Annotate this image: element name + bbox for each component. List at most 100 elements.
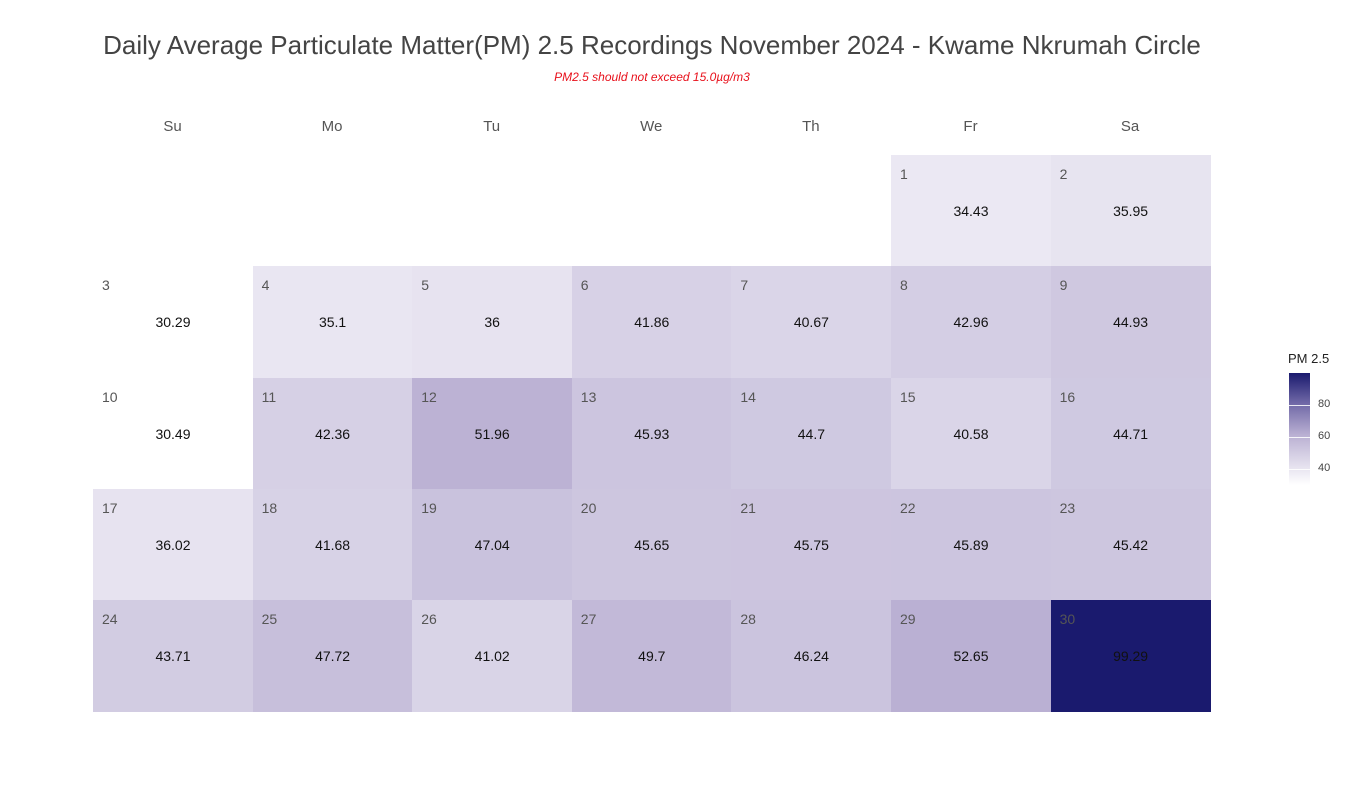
day-cell: 1 34.43	[891, 155, 1051, 267]
pm25-value-label: 45.89	[953, 536, 989, 553]
day-cell: 5 36	[412, 266, 573, 379]
weekday-label: We	[640, 118, 663, 135]
pm25-value-label: 44.71	[1113, 425, 1149, 442]
day-cell: 28 46.24	[731, 600, 892, 713]
day-cell: 29 52.65	[891, 600, 1051, 713]
day-number: 19	[421, 499, 437, 516]
pm25-value-label: 30.29	[155, 314, 191, 331]
pm25-value-label: 40.58	[953, 425, 989, 442]
day-cell: 20 45.65	[571, 488, 732, 601]
pm25-value-label: 36.02	[155, 536, 191, 553]
pm25-value-label: 42.96	[953, 314, 989, 331]
pm25-value-label: 36	[484, 314, 500, 331]
day-number: 5	[421, 277, 429, 294]
day-cell: 3 30.29	[93, 266, 253, 379]
day-number: 14	[740, 388, 756, 405]
day-number: 11	[261, 388, 277, 405]
pm25-value-label: 40.67	[793, 314, 829, 331]
day-cell: 22 45.89	[891, 488, 1051, 601]
color-legend: PM 2.5 40 60 80	[1286, 350, 1346, 490]
pm25-value-label: 34.43	[953, 203, 989, 219]
day-number: 29	[900, 611, 916, 628]
day-cell: 13 45.93	[571, 377, 732, 490]
day-cell: 6 41.86	[571, 266, 732, 379]
pm25-value-label: 35.95	[1113, 203, 1149, 219]
day-number: 28	[740, 611, 756, 628]
day-number: 8	[900, 277, 908, 294]
day-number: 9	[1059, 277, 1068, 294]
legend-title: PM 2.5	[1288, 351, 1330, 366]
pm25-value-label: 30.49	[155, 425, 191, 442]
legend-tick-label: 40	[1318, 462, 1331, 474]
legend-tick-label: 80	[1318, 398, 1331, 410]
day-cell: 10 30.49	[93, 377, 253, 490]
weekday-label: Th	[802, 118, 820, 135]
legend-tick-mark	[1289, 469, 1310, 470]
day-cell: 7 40.67	[731, 266, 892, 379]
pm25-value-label: 42.36	[315, 425, 351, 442]
chart-title: Daily Average Particulate Matter(PM) 2.5…	[103, 30, 1201, 60]
day-number: 17	[102, 499, 118, 516]
day-number: 10	[102, 388, 118, 405]
pm25-value-label: 51.96	[474, 425, 510, 442]
day-number: 21	[740, 499, 756, 516]
pm25-value-label: 45.42	[1113, 536, 1149, 553]
day-cell: 17 36.02	[93, 488, 253, 601]
day-number: 16	[1059, 388, 1076, 405]
day-cell: 18 41.68	[252, 488, 413, 601]
day-number: 18	[261, 499, 278, 516]
pm25-value-label: 41.86	[634, 314, 670, 331]
weekday-label: Tu	[483, 118, 501, 135]
day-cell: 11 42.36	[252, 377, 413, 490]
day-number: 27	[580, 611, 597, 628]
day-cell: 27 49.7	[571, 600, 732, 713]
day-cell: 30 99.29	[1050, 600, 1211, 713]
day-cell: 15 40.58	[891, 377, 1051, 490]
day-number: 13	[580, 388, 597, 405]
day-cell: 9 44.93	[1050, 266, 1211, 379]
pm25-value-label: 41.02	[474, 648, 510, 665]
day-cell: 21 45.75	[731, 488, 892, 601]
day-number: 4	[261, 277, 270, 294]
pm25-value-label: 47.04	[474, 536, 510, 553]
day-cell: 14 44.7	[731, 377, 892, 490]
chart-subtitle: PM2.5 should not exceed 15.0µg/m3	[554, 70, 750, 84]
pm25-value-label: 49.7	[638, 648, 666, 665]
pm25-value-label: 44.93	[1113, 314, 1149, 331]
weekday-label: Sa	[1120, 118, 1140, 135]
day-number: 24	[102, 611, 118, 628]
day-cell: 19 47.04	[412, 488, 573, 601]
pm25-value-label: 45.93	[634, 425, 670, 442]
pm25-value-label: 99.29	[1113, 648, 1149, 665]
day-number: 25	[261, 611, 278, 628]
weekday-label: Mo	[321, 118, 343, 135]
day-number: 2	[1059, 166, 1068, 182]
day-number: 20	[580, 499, 597, 516]
pm25-value-label: 46.24	[793, 648, 829, 665]
day-number: 22	[900, 499, 916, 516]
day-cell: 4 35.1	[252, 266, 413, 379]
pm25-value-label: 52.65	[953, 648, 989, 665]
day-cell: 2 35.95	[1050, 155, 1211, 267]
day-number: 6	[580, 277, 589, 294]
day-cell: 25 47.72	[252, 600, 413, 713]
weekday-label: Fr	[963, 118, 978, 135]
pm25-value-label: 45.75	[793, 536, 829, 553]
pm25-value-label: 41.68	[315, 536, 351, 553]
day-number: 15	[900, 388, 916, 405]
day-cell: 26 41.02	[412, 600, 573, 713]
day-cell: 24 43.71	[93, 600, 253, 713]
pm25-value-label: 44.7	[797, 425, 826, 442]
day-number: 3	[102, 277, 110, 294]
pm25-value-label: 45.65	[634, 536, 670, 553]
pm25-value-label: 35.1	[318, 314, 347, 331]
day-cell: 12 51.96	[412, 377, 573, 490]
day-number: 7	[740, 277, 749, 294]
legend-color-bar	[1289, 373, 1310, 485]
day-cell: 8 42.96	[891, 266, 1051, 379]
pm25-value-label: 47.72	[315, 648, 351, 665]
pm25-value-label: 43.71	[155, 648, 191, 665]
day-number: 12	[421, 388, 437, 405]
day-number: 26	[421, 611, 437, 628]
